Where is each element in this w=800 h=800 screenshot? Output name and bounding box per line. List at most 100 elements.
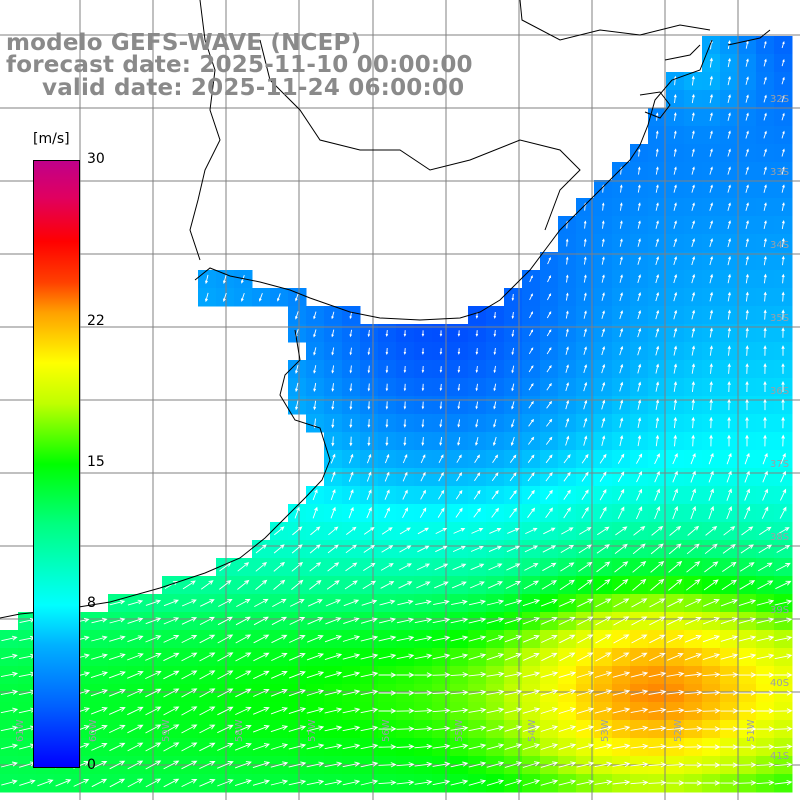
wind-arrow xyxy=(738,599,757,607)
wind-arrow xyxy=(651,525,664,536)
wind-arrow xyxy=(181,724,198,734)
wind-arrow xyxy=(702,780,721,786)
wind-arrow xyxy=(762,488,769,501)
wind-arrow xyxy=(378,653,397,660)
wind-arrow xyxy=(274,526,285,536)
wind-arrow xyxy=(523,580,540,590)
wind-arrow xyxy=(655,166,659,175)
wind-arrow xyxy=(181,778,198,788)
wind-arrow xyxy=(363,562,376,571)
wind-arrow xyxy=(704,561,719,573)
wind-arrow xyxy=(306,671,325,679)
wind-arrow xyxy=(127,778,144,788)
wind-arrow xyxy=(691,291,696,302)
coastline-segment xyxy=(727,29,771,46)
wind-arrow xyxy=(779,506,787,519)
wind-arrow xyxy=(309,544,321,554)
wind-arrow xyxy=(234,779,252,787)
wind-arrow xyxy=(432,690,451,696)
wind-arrow xyxy=(511,311,515,320)
wind-arrow xyxy=(756,599,775,606)
wind-arrow xyxy=(709,363,713,374)
wind-arrow xyxy=(738,708,757,714)
wind-arrow xyxy=(366,453,372,464)
wind-arrow xyxy=(313,382,317,393)
wind-arrow xyxy=(457,419,461,428)
coastline-segment xyxy=(194,39,713,321)
wind-arrow xyxy=(596,561,611,573)
wind-arrow xyxy=(559,616,576,626)
wind-arrow xyxy=(637,184,641,193)
wind-arrow xyxy=(649,634,666,644)
wind-arrow xyxy=(396,762,415,768)
wind-arrow xyxy=(468,653,487,660)
wind-arrow xyxy=(684,653,702,661)
wind-arrow xyxy=(414,708,433,714)
wind-arrow xyxy=(475,365,479,374)
wind-arrow xyxy=(780,470,786,483)
wind-arrow xyxy=(181,599,197,607)
wind-arrow xyxy=(763,327,767,338)
wind-arrow xyxy=(720,762,739,768)
wind-arrow xyxy=(739,580,756,590)
wind-arrow xyxy=(632,561,647,573)
wind-arrow xyxy=(635,506,643,520)
wind-arrow xyxy=(450,707,469,714)
wind-arrow xyxy=(648,780,667,786)
wind-arrow xyxy=(745,291,749,302)
wind-arrow xyxy=(343,599,360,607)
wind-arrow xyxy=(331,418,335,429)
wind-arrow xyxy=(739,562,755,572)
wind-arrow xyxy=(655,381,660,392)
wind-arrow xyxy=(685,616,702,625)
wind-arrow xyxy=(396,726,415,732)
wind-arrow xyxy=(577,598,594,608)
colorbar-tick-label: 8 xyxy=(87,595,96,612)
wind-arrow xyxy=(745,148,749,157)
wind-arrow xyxy=(163,599,179,607)
wind-arrow xyxy=(720,690,739,696)
wind-arrow xyxy=(252,743,270,751)
wind-arrow xyxy=(439,366,443,373)
wind-arrow xyxy=(403,401,407,410)
wind-arrow xyxy=(289,634,306,643)
wind-arrow xyxy=(541,580,557,590)
wind-arrow xyxy=(543,527,556,535)
wind-arrow xyxy=(595,616,612,626)
wind-arrow xyxy=(726,470,732,483)
wind-arrow xyxy=(709,256,714,266)
wind-arrow xyxy=(560,562,575,572)
wind-arrow xyxy=(541,652,558,662)
wind-arrow xyxy=(655,238,659,247)
wind-arrow xyxy=(702,762,721,768)
wind-arrow xyxy=(234,743,252,751)
wind-arrow xyxy=(420,454,426,464)
wind-arrow xyxy=(673,220,677,229)
wind-arrow xyxy=(559,652,576,662)
wind-arrow xyxy=(774,708,793,714)
wind-arrow xyxy=(511,329,515,338)
wind-arrow xyxy=(91,617,108,624)
wind-arrow xyxy=(403,348,407,355)
wind-arrow xyxy=(237,579,250,590)
wind-arrow xyxy=(324,725,343,732)
wind-arrow xyxy=(673,166,677,175)
wind-arrow xyxy=(655,256,660,266)
wind-arrow xyxy=(558,689,577,696)
wind-arrow xyxy=(708,470,714,483)
wind-arrow xyxy=(486,599,505,606)
wind-arrow xyxy=(450,672,469,678)
wind-arrow xyxy=(686,543,700,555)
wind-arrow xyxy=(199,760,216,770)
wind-arrow xyxy=(673,434,678,447)
wind-arrow xyxy=(217,670,234,680)
wind-arrow xyxy=(270,743,289,750)
wind-arrow xyxy=(781,327,785,338)
wind-arrow xyxy=(528,400,534,409)
wind-arrow xyxy=(434,563,449,571)
wind-arrow xyxy=(327,544,339,554)
wind-arrow xyxy=(342,653,361,660)
wind-arrow xyxy=(745,380,749,393)
wind-arrow xyxy=(414,779,433,785)
wind-arrow xyxy=(90,653,108,660)
